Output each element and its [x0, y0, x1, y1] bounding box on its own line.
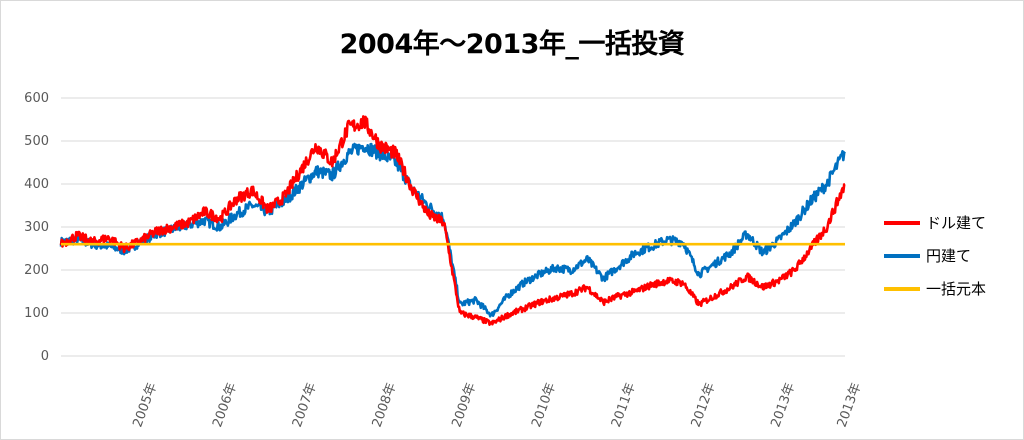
- y-tick-label: 400: [24, 177, 49, 192]
- y-tick-label: 100: [24, 306, 49, 321]
- x-tick-label: 2013年: [768, 381, 798, 429]
- x-tick-label: 2008年: [370, 381, 400, 429]
- x-tick-label: 2009年: [449, 381, 479, 429]
- chart-title: 2004年～2013年_一括投資: [339, 29, 685, 60]
- legend-item-jpy: 円建て: [884, 239, 1020, 272]
- legend-swatch-usd: [884, 220, 920, 225]
- x-tick-label: 2005年: [130, 381, 160, 429]
- legend-swatch-principal: [884, 286, 920, 291]
- y-tick-label: 600: [24, 91, 49, 106]
- series-line-usd: [59, 115, 846, 326]
- x-tick-label: 2012年: [689, 381, 719, 429]
- legend-label-principal: 一括元本: [926, 280, 987, 298]
- y-tick-label: 200: [24, 263, 49, 278]
- legend-swatch-jpy: [884, 253, 920, 258]
- x-tick-label: 2013年: [835, 381, 865, 429]
- legend-label-usd: ドル建て: [926, 214, 987, 232]
- x-tick-label: 2011年: [609, 381, 639, 429]
- legend-item-usd: ドル建て: [884, 206, 1020, 239]
- y-tick-label: 0: [41, 349, 49, 364]
- x-tick-label: 2010年: [529, 381, 559, 429]
- legend: ドル建て 円建て 一括元本: [884, 206, 1020, 305]
- y-tick-label: 300: [24, 220, 49, 235]
- legend-item-principal: 一括元本: [884, 272, 1020, 305]
- x-tick-label: 2006年: [210, 381, 240, 429]
- x-tick-label: 2007年: [290, 381, 320, 429]
- y-tick-label: 500: [24, 134, 49, 149]
- legend-label-jpy: 円建て: [926, 247, 972, 265]
